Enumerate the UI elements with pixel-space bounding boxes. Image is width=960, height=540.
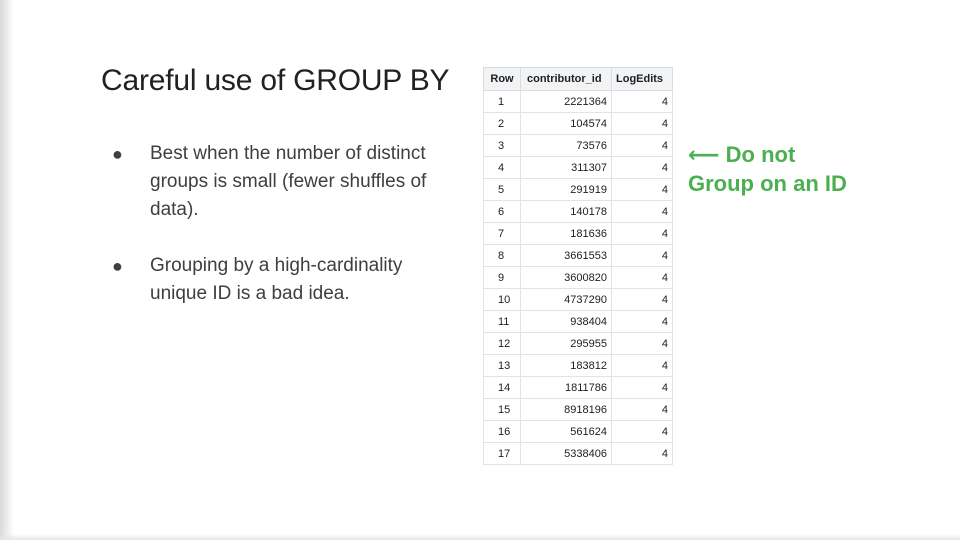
cell-logedits: 4	[611, 112, 673, 135]
column-header-contributor-id: contributor_id	[520, 67, 612, 91]
cell-contributor-id: 181636	[520, 222, 612, 245]
cell-logedits: 4	[611, 288, 673, 311]
bullet-text: Best when the number of distinct groups …	[150, 143, 427, 220]
cell-contributor-id: 3661553	[520, 244, 612, 267]
query-results-table: Row contributor_id LogEdits 1 2221364 4 2 10…	[483, 67, 673, 465]
cell-row-number: 9	[483, 266, 521, 289]
cell-row-number: 2	[483, 112, 521, 135]
cell-logedits: 4	[611, 376, 673, 399]
cell-row-number: 13	[483, 354, 521, 377]
cell-row-number: 12	[483, 332, 521, 355]
bullet-item: ● Grouping by a high-cardinality unique …	[112, 252, 432, 308]
cell-row-number: 5	[483, 178, 521, 201]
cell-logedits: 4	[611, 200, 673, 223]
cell-logedits: 4	[611, 90, 673, 113]
table-row: 16 561624 4	[483, 420, 673, 443]
column-header-logedits: LogEdits	[611, 67, 673, 91]
annotation-line-1: ⟵ Do not	[688, 142, 796, 167]
cell-logedits: 4	[611, 222, 673, 245]
table-row: 4 311307 4	[483, 156, 673, 179]
table-row: 9 3600820 4	[483, 266, 673, 289]
cell-contributor-id: 104574	[520, 112, 612, 135]
column-header-row: Row	[483, 67, 521, 91]
table-row: 10 4737290 4	[483, 288, 673, 311]
cell-row-number: 17	[483, 442, 521, 465]
table-row: 3 73576 4	[483, 134, 673, 157]
table-row: 5 291919 4	[483, 178, 673, 201]
cell-contributor-id: 938404	[520, 310, 612, 333]
cell-contributor-id: 295955	[520, 332, 612, 355]
bullet-text: Grouping by a high-cardinality unique ID…	[150, 255, 403, 304]
cell-contributor-id: 311307	[520, 156, 612, 179]
annotation-line-2: Group on an ID	[688, 171, 847, 196]
table-row: 12 295955 4	[483, 332, 673, 355]
cell-contributor-id: 291919	[520, 178, 612, 201]
cell-contributor-id: 73576	[520, 134, 612, 157]
cell-contributor-id: 2221364	[520, 90, 612, 113]
cell-logedits: 4	[611, 310, 673, 333]
table-row: 7 181636 4	[483, 222, 673, 245]
cell-row-number: 11	[483, 310, 521, 333]
cell-row-number: 4	[483, 156, 521, 179]
cell-logedits: 4	[611, 442, 673, 465]
cell-row-number: 7	[483, 222, 521, 245]
table-row: 15 8918196 4	[483, 398, 673, 421]
table-row: 6 140178 4	[483, 200, 673, 223]
table-row: 13 183812 4	[483, 354, 673, 377]
cell-logedits: 4	[611, 420, 673, 443]
table-row: 11 938404 4	[483, 310, 673, 333]
table-body: 1 2221364 4 2 104574 4 3 73576 4 4 311307 4 5 291919 4…	[483, 90, 673, 465]
cell-row-number: 1	[483, 90, 521, 113]
table-row: 1 2221364 4	[483, 90, 673, 113]
cell-contributor-id: 140178	[520, 200, 612, 223]
cell-logedits: 4	[611, 398, 673, 421]
cell-logedits: 4	[611, 332, 673, 355]
bullet-dot-icon: ●	[112, 256, 123, 276]
cell-contributor-id: 4737290	[520, 288, 612, 311]
table-row: 14 1811786 4	[483, 376, 673, 399]
cell-contributor-id: 561624	[520, 420, 612, 443]
cell-row-number: 14	[483, 376, 521, 399]
bullet-list: ● Best when the number of distinct group…	[112, 140, 432, 336]
cell-row-number: 6	[483, 200, 521, 223]
slide-left-edge-shadow	[0, 0, 14, 540]
cell-row-number: 10	[483, 288, 521, 311]
cell-contributor-id: 3600820	[520, 266, 612, 289]
cell-logedits: 4	[611, 156, 673, 179]
slide-bottom-edge	[0, 534, 960, 540]
bullet-dot-icon: ●	[112, 144, 123, 164]
table-row: 17 5338406 4	[483, 442, 673, 465]
cell-logedits: 4	[611, 266, 673, 289]
cell-logedits: 4	[611, 178, 673, 201]
bullet-item: ● Best when the number of distinct group…	[112, 140, 432, 224]
cell-contributor-id: 1811786	[520, 376, 612, 399]
cell-logedits: 4	[611, 244, 673, 267]
table-row: 2 104574 4	[483, 112, 673, 135]
cell-contributor-id: 5338406	[520, 442, 612, 465]
cell-row-number: 8	[483, 244, 521, 267]
table-header-row: Row contributor_id LogEdits	[483, 67, 673, 91]
cell-logedits: 4	[611, 354, 673, 377]
cell-contributor-id: 183812	[520, 354, 612, 377]
cell-row-number: 3	[483, 134, 521, 157]
slide-title: Careful use of GROUP BY	[101, 64, 450, 97]
cell-logedits: 4	[611, 134, 673, 157]
cell-contributor-id: 8918196	[520, 398, 612, 421]
do-not-group-annotation: ⟵ Do not Group on an ID	[688, 140, 847, 198]
cell-row-number: 16	[483, 420, 521, 443]
table-row: 8 3661553 4	[483, 244, 673, 267]
cell-row-number: 15	[483, 398, 521, 421]
